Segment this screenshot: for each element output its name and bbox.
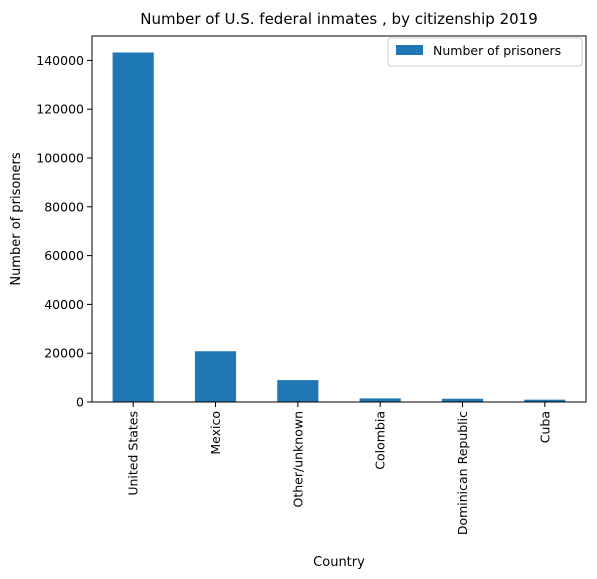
x-tick-label-2: Other/unknown xyxy=(290,411,305,508)
bars-layer xyxy=(112,52,566,403)
y-tick-label-1: 20000 xyxy=(44,346,84,361)
x-tick-label-1: Mexico xyxy=(208,411,223,455)
y-tick-label-3: 60000 xyxy=(44,248,84,263)
y-tick-label-0: 0 xyxy=(76,395,84,410)
plot-frame xyxy=(91,35,587,403)
x-tick-label-3: Colombia xyxy=(373,411,388,470)
y-tick-label-5: 100000 xyxy=(36,151,84,166)
bar-0 xyxy=(112,52,154,403)
y-tick-label-4: 80000 xyxy=(44,199,84,214)
y-axis-label: Number of prisoners xyxy=(9,152,24,286)
bar-1 xyxy=(194,351,237,402)
y-tick-label-6: 120000 xyxy=(36,102,84,117)
y-axis: 0 20000 40000 60000 80000 100000 120000 140000 xyxy=(36,53,92,410)
x-axis-label: Country xyxy=(313,555,365,570)
x-axis: United States Mexico Other/unknown Colombia… xyxy=(126,402,552,535)
chart-title: Number of U.S. federal inmates , by citi… xyxy=(140,10,538,28)
x-tick-label-5: Cuba xyxy=(537,411,552,443)
bar-3 xyxy=(359,398,401,402)
bar-5 xyxy=(524,399,566,402)
legend-swatch xyxy=(396,45,423,55)
y-tick-label-2: 40000 xyxy=(44,297,84,312)
legend: Number of prisoners xyxy=(387,37,583,67)
x-tick-label-0: United States xyxy=(126,411,141,496)
bar-4 xyxy=(441,398,484,402)
bar-2 xyxy=(277,380,319,402)
y-tick-label-7: 140000 xyxy=(36,53,84,68)
x-tick-label-4: Dominican Republic xyxy=(455,411,470,535)
legend-label: Number of prisoners xyxy=(433,43,561,58)
legend-box xyxy=(387,37,583,67)
